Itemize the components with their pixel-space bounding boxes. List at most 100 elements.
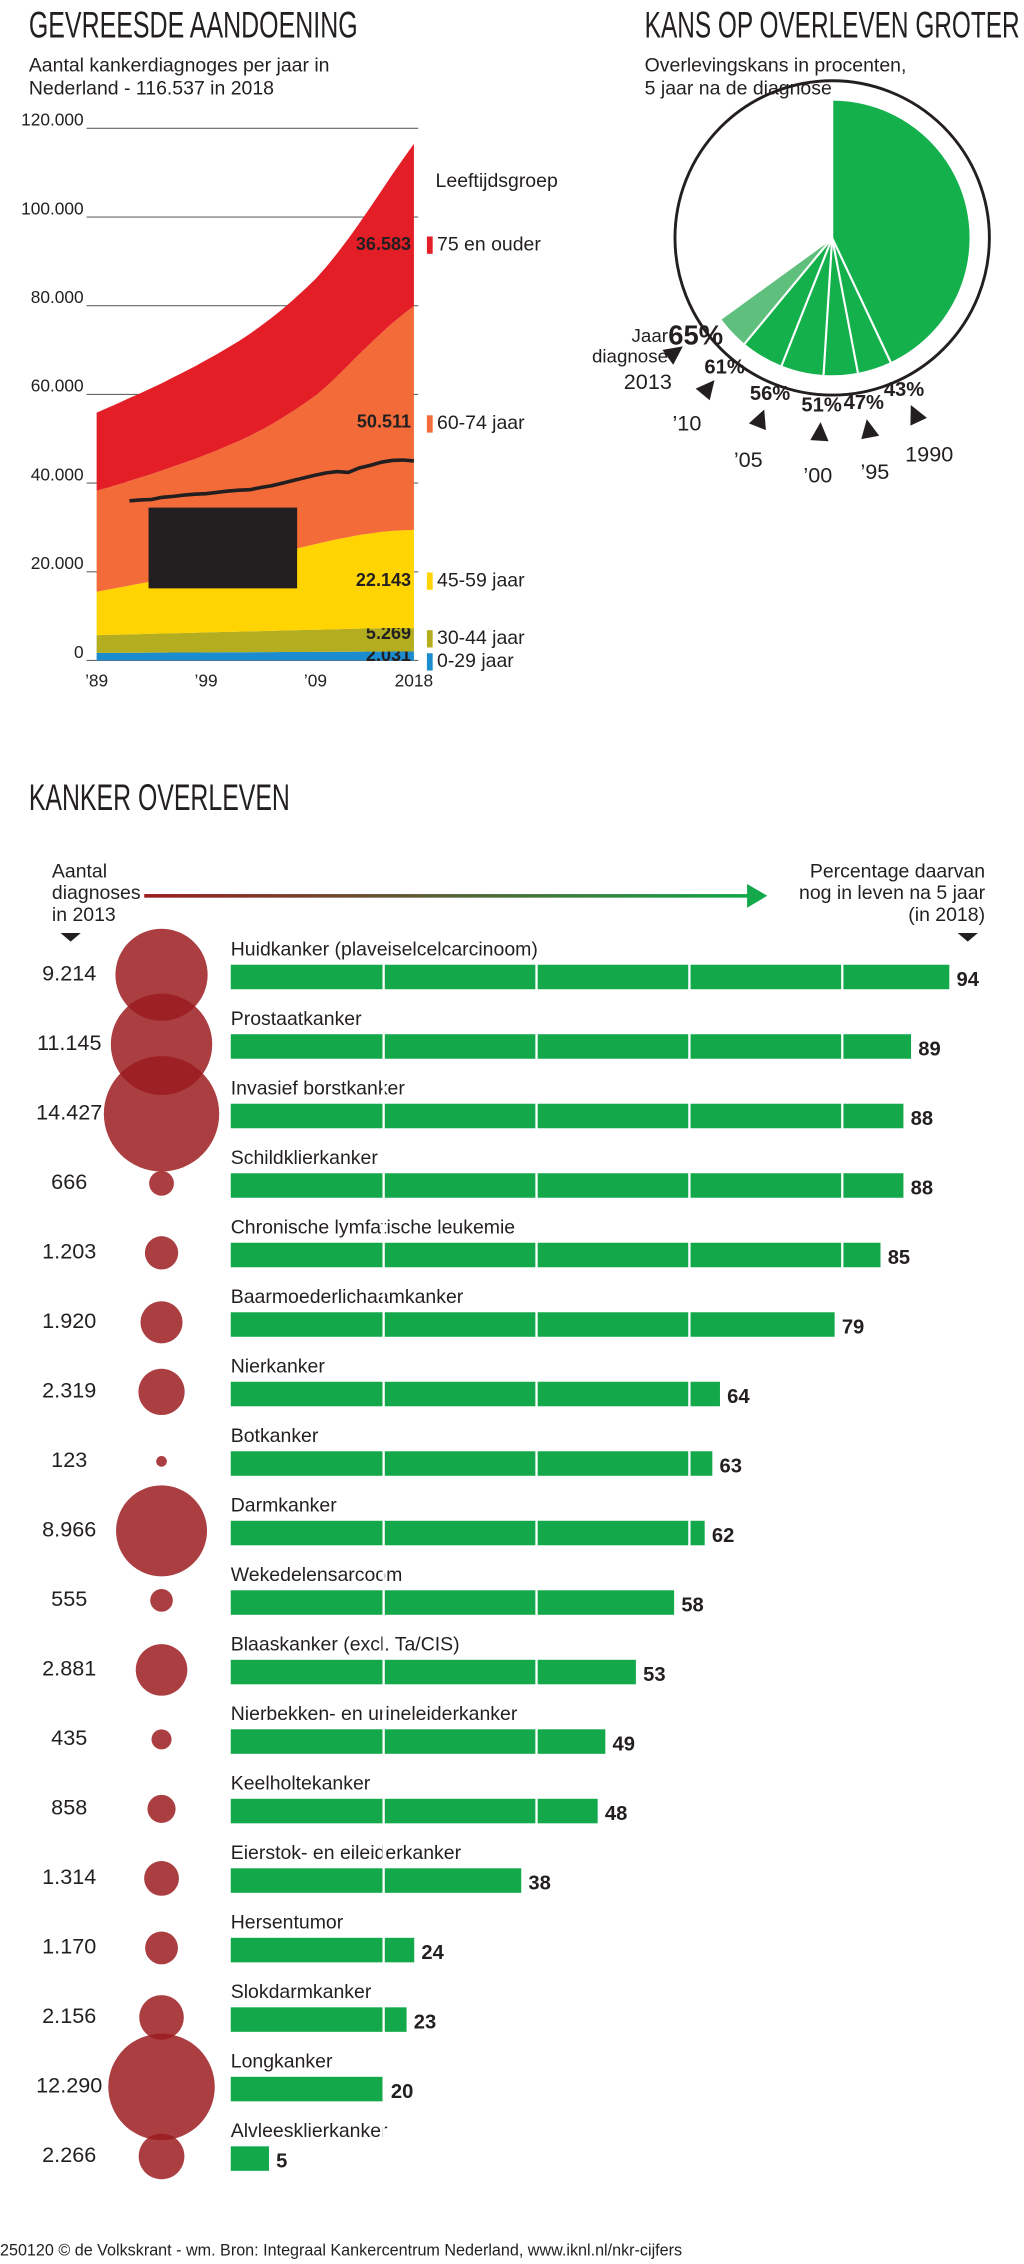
bubble <box>115 928 208 1021</box>
value-label: 23 <box>414 2012 436 2034</box>
category-label: Longkanker <box>231 2051 333 2073</box>
bubble <box>103 1056 220 1172</box>
legend-label: 0-29 jaar <box>437 650 514 672</box>
year-pointer <box>810 422 829 442</box>
bubble <box>138 2133 185 2180</box>
diagnoses-label: 435 <box>51 1725 87 1750</box>
year-pointer <box>910 404 927 426</box>
bubble <box>139 1995 184 2040</box>
bubble <box>135 1644 188 1696</box>
diagnoses-label: 1.920 <box>42 1308 96 1333</box>
header-left: Aantal <box>52 861 107 883</box>
bubble <box>156 1456 167 1467</box>
bar <box>230 964 950 990</box>
bubble <box>149 1170 174 1196</box>
year-label: ’10 <box>672 411 701 436</box>
diagnoses-label: 2.319 <box>42 1378 96 1403</box>
legend-swatch <box>426 236 433 254</box>
annotation-box <box>148 507 298 589</box>
area <box>96 651 414 661</box>
legend-label: 60-74 jaar <box>437 412 525 434</box>
diagnoses-label: 2.266 <box>42 2142 96 2167</box>
category-label: Blaaskanker (excl. Ta/CIS) <box>231 1634 460 1656</box>
bar <box>230 1381 720 1407</box>
year-pointer <box>662 346 683 365</box>
diagnoses-label: 555 <box>51 1586 87 1611</box>
category-label: Alvleesklierkanker <box>231 2120 388 2142</box>
value-label: 24 <box>421 1942 444 1964</box>
bubble <box>116 1485 208 1577</box>
value-label: 89 <box>918 1038 940 1060</box>
legend-label: 45-59 jaar <box>437 569 525 591</box>
bubble <box>108 2033 215 2141</box>
annotation-text: sterfgevallen <box>156 537 270 559</box>
year-label: 2013 <box>624 369 672 394</box>
value-label: 5.269 <box>366 623 411 643</box>
legend-swatch <box>426 653 433 671</box>
y-tick-label: 0 <box>74 642 84 662</box>
legend-label: 75 en ouder <box>437 233 541 255</box>
footer: 250120 © de Volkskrant - wm. Bron: Integ… <box>0 2241 682 2259</box>
death-line <box>129 458 415 503</box>
diagnoses-label: 2.156 <box>42 2003 96 2028</box>
bar <box>230 1659 636 1685</box>
header-right: (in 2018) <box>908 904 985 926</box>
bubble <box>138 1368 185 1415</box>
bar <box>230 1520 705 1546</box>
header-arrowhead <box>747 883 768 908</box>
category-label: Eierstok- en eileiderkanker <box>231 1842 462 1864</box>
legend-swatch <box>426 415 433 433</box>
year-label: ’05 <box>734 447 763 472</box>
category-label: Invasief borstkanker <box>231 1077 406 1099</box>
value-label: 62 <box>712 1525 734 1547</box>
category-label: Slokdarmkanker <box>231 1981 372 2003</box>
year-pointer <box>695 380 715 401</box>
bar <box>230 1242 881 1268</box>
chart-title: GEVREESDE AANDOENING <box>29 3 358 45</box>
bubble <box>151 1729 172 1750</box>
diagnoses-label: 12.290 <box>36 2073 102 2098</box>
value-label: 88 <box>911 1108 933 1130</box>
category-label: Wekedelensarcoom <box>231 1564 403 1586</box>
legend-title: Leeftijdsgroep <box>436 170 558 192</box>
diagnoses-label: 123 <box>51 1447 87 1472</box>
legend-label: 30-44 jaar <box>437 627 525 649</box>
bar <box>230 1590 675 1615</box>
value-label: 5 <box>276 2151 287 2173</box>
axis-label: diagnose <box>592 345 668 366</box>
bubble <box>144 1236 179 1270</box>
category-label: Botkanker <box>231 1425 319 1447</box>
chart-subtitle: 5 jaar na de diagnose <box>645 78 832 100</box>
value-label: 94 <box>957 969 980 991</box>
bar <box>230 1729 606 1754</box>
x-tick-label: ’89 <box>85 671 108 691</box>
value-label: 85 <box>888 1247 910 1269</box>
legend-swatch <box>426 572 433 590</box>
bar <box>230 1312 835 1337</box>
bar <box>230 1798 598 1824</box>
chart-subtitle: Overlevingskans in procenten, <box>645 54 907 76</box>
value-label: 53 <box>643 1664 665 1686</box>
category-label: Chronische lymfatische leukemie <box>231 1216 515 1238</box>
bar <box>230 1937 415 1963</box>
diagnoses-label: 1.203 <box>42 1239 96 1264</box>
diagnoses-label: 1.170 <box>42 1934 96 1959</box>
y-tick-label: 80.000 <box>31 287 84 307</box>
value-label: 48 <box>605 1803 627 1825</box>
value-label: 79 <box>842 1316 864 1338</box>
year-label: ’00 <box>803 463 832 488</box>
x-tick-label: 2018 <box>395 671 433 691</box>
bar <box>230 1103 904 1129</box>
header-right: Percentage daarvan <box>810 861 985 883</box>
x-tick-label: ’09 <box>304 671 327 691</box>
y-tick-label: 40.000 <box>31 464 84 484</box>
bubble <box>140 1301 183 1344</box>
value-label: 64 <box>727 1386 750 1408</box>
value-label: 36.583 <box>356 234 411 254</box>
category-label: Darmkanker <box>231 1494 337 1516</box>
area <box>96 143 414 491</box>
category-label: Nierkanker <box>231 1355 326 1377</box>
chart-subtitle: Aantal kankerdiagnoges per jaar in <box>29 54 330 76</box>
